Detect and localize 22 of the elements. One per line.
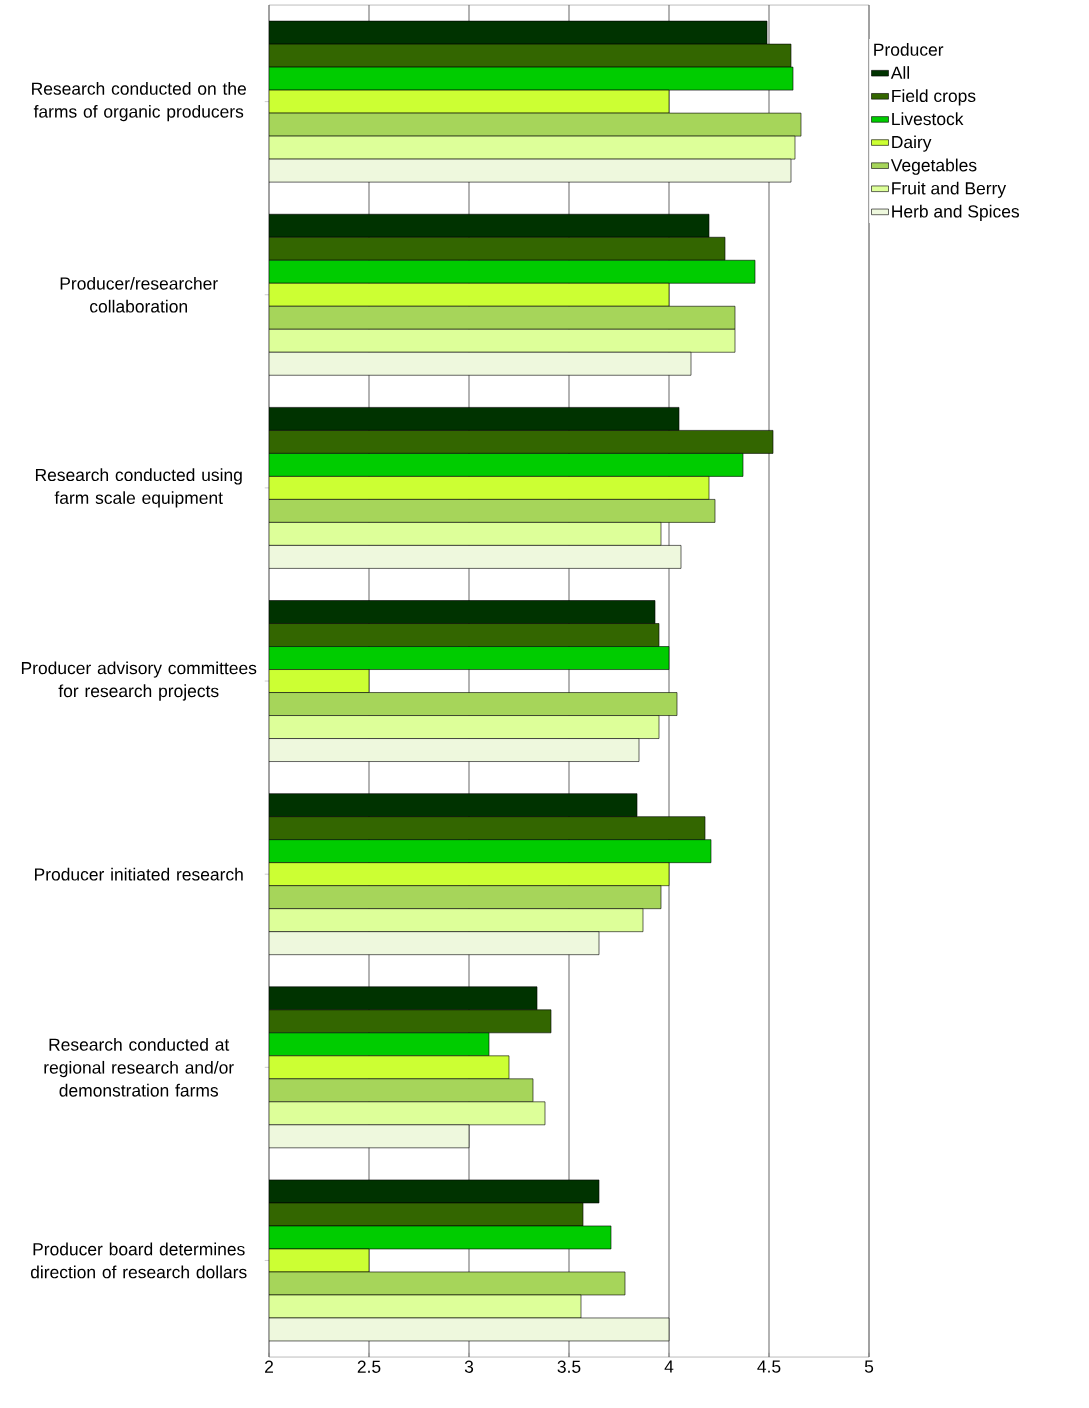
legend-label: Fruit and Berry	[892, 181, 1007, 198]
x-tick-label: 3.5	[557, 1360, 581, 1373]
legend-label: Livestock	[892, 112, 964, 126]
y-tick-label: Producer initiated research	[35, 867, 243, 881]
x-tick-label: 4	[664, 1360, 674, 1373]
x-tick-label: 5	[864, 1360, 874, 1373]
y-tick-label: Research conducted using farm scale equipment	[35, 468, 242, 508]
x-tick-label: 4.5	[757, 1360, 781, 1373]
y-tick-label: Producer/researcher collaboration	[60, 276, 218, 313]
legend-label: Herb and Spices	[892, 204, 1020, 222]
y-tick-label: Producer advisory committees for research projects	[21, 661, 257, 701]
legend-label: Field crops	[892, 89, 976, 106]
x-tick-label: 3	[464, 1360, 474, 1373]
legend-title: Producer	[874, 43, 944, 56]
legend-label: Dairy	[892, 135, 932, 152]
y-tick-label: Research conducted on the farms of organic producers	[32, 82, 246, 122]
y-tick-label: Producer board determines direction of research dollars	[30, 1242, 247, 1279]
legend-label: Vegetables	[890, 158, 977, 175]
y-tick-label: Research conducted at regional research and/or demonstration farms	[44, 1038, 234, 1097]
x-tick-label: 2.5	[357, 1360, 381, 1373]
x-tick-label: 2	[265, 1360, 273, 1373]
legend-label: All	[890, 66, 910, 79]
